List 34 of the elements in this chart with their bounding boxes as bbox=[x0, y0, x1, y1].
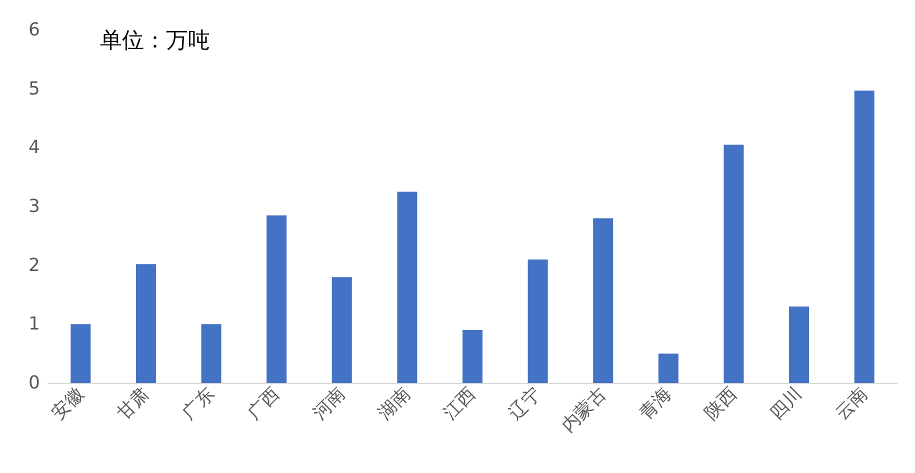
bar bbox=[462, 330, 482, 383]
bar bbox=[724, 144, 744, 383]
x-tick-label: 青海 bbox=[636, 384, 676, 424]
y-tick-label: 5 bbox=[28, 78, 40, 100]
bar bbox=[658, 354, 678, 383]
bar bbox=[789, 306, 810, 383]
bar bbox=[528, 259, 548, 383]
x-tick-label: 内蒙古 bbox=[558, 384, 611, 437]
bar bbox=[854, 90, 874, 383]
y-tick-label: 3 bbox=[28, 196, 40, 217]
bar bbox=[397, 192, 418, 383]
x-tick-label: 云南 bbox=[831, 384, 872, 424]
x-tick-label: 甘肃 bbox=[113, 384, 154, 424]
x-tick-label: 河南 bbox=[309, 384, 350, 424]
bar bbox=[136, 264, 156, 383]
x-tick-label: 安徽 bbox=[48, 384, 88, 424]
y-tick-label: 4 bbox=[28, 137, 40, 158]
x-tick-label: 广东 bbox=[178, 384, 219, 424]
x-tick-label: 辽宁 bbox=[504, 384, 546, 424]
bar bbox=[201, 324, 222, 383]
x-tick-label: 广西 bbox=[244, 384, 284, 424]
x-tick-label: 陕西 bbox=[700, 384, 742, 424]
bar bbox=[593, 218, 614, 383]
x-tick-label: 四川 bbox=[766, 384, 806, 424]
x-tick-label: 湖南 bbox=[374, 384, 415, 424]
y-tick-label: 1 bbox=[28, 314, 40, 335]
bar bbox=[266, 215, 287, 383]
y-tick-label: 0 bbox=[28, 372, 40, 394]
x-tick-label: 江西 bbox=[440, 384, 480, 424]
annotation: 单位：万吨 bbox=[100, 28, 210, 54]
bar bbox=[332, 277, 352, 383]
y-tick-label: 6 bbox=[28, 20, 40, 40]
bar bbox=[70, 324, 91, 383]
y-tick-label: 2 bbox=[28, 254, 40, 276]
